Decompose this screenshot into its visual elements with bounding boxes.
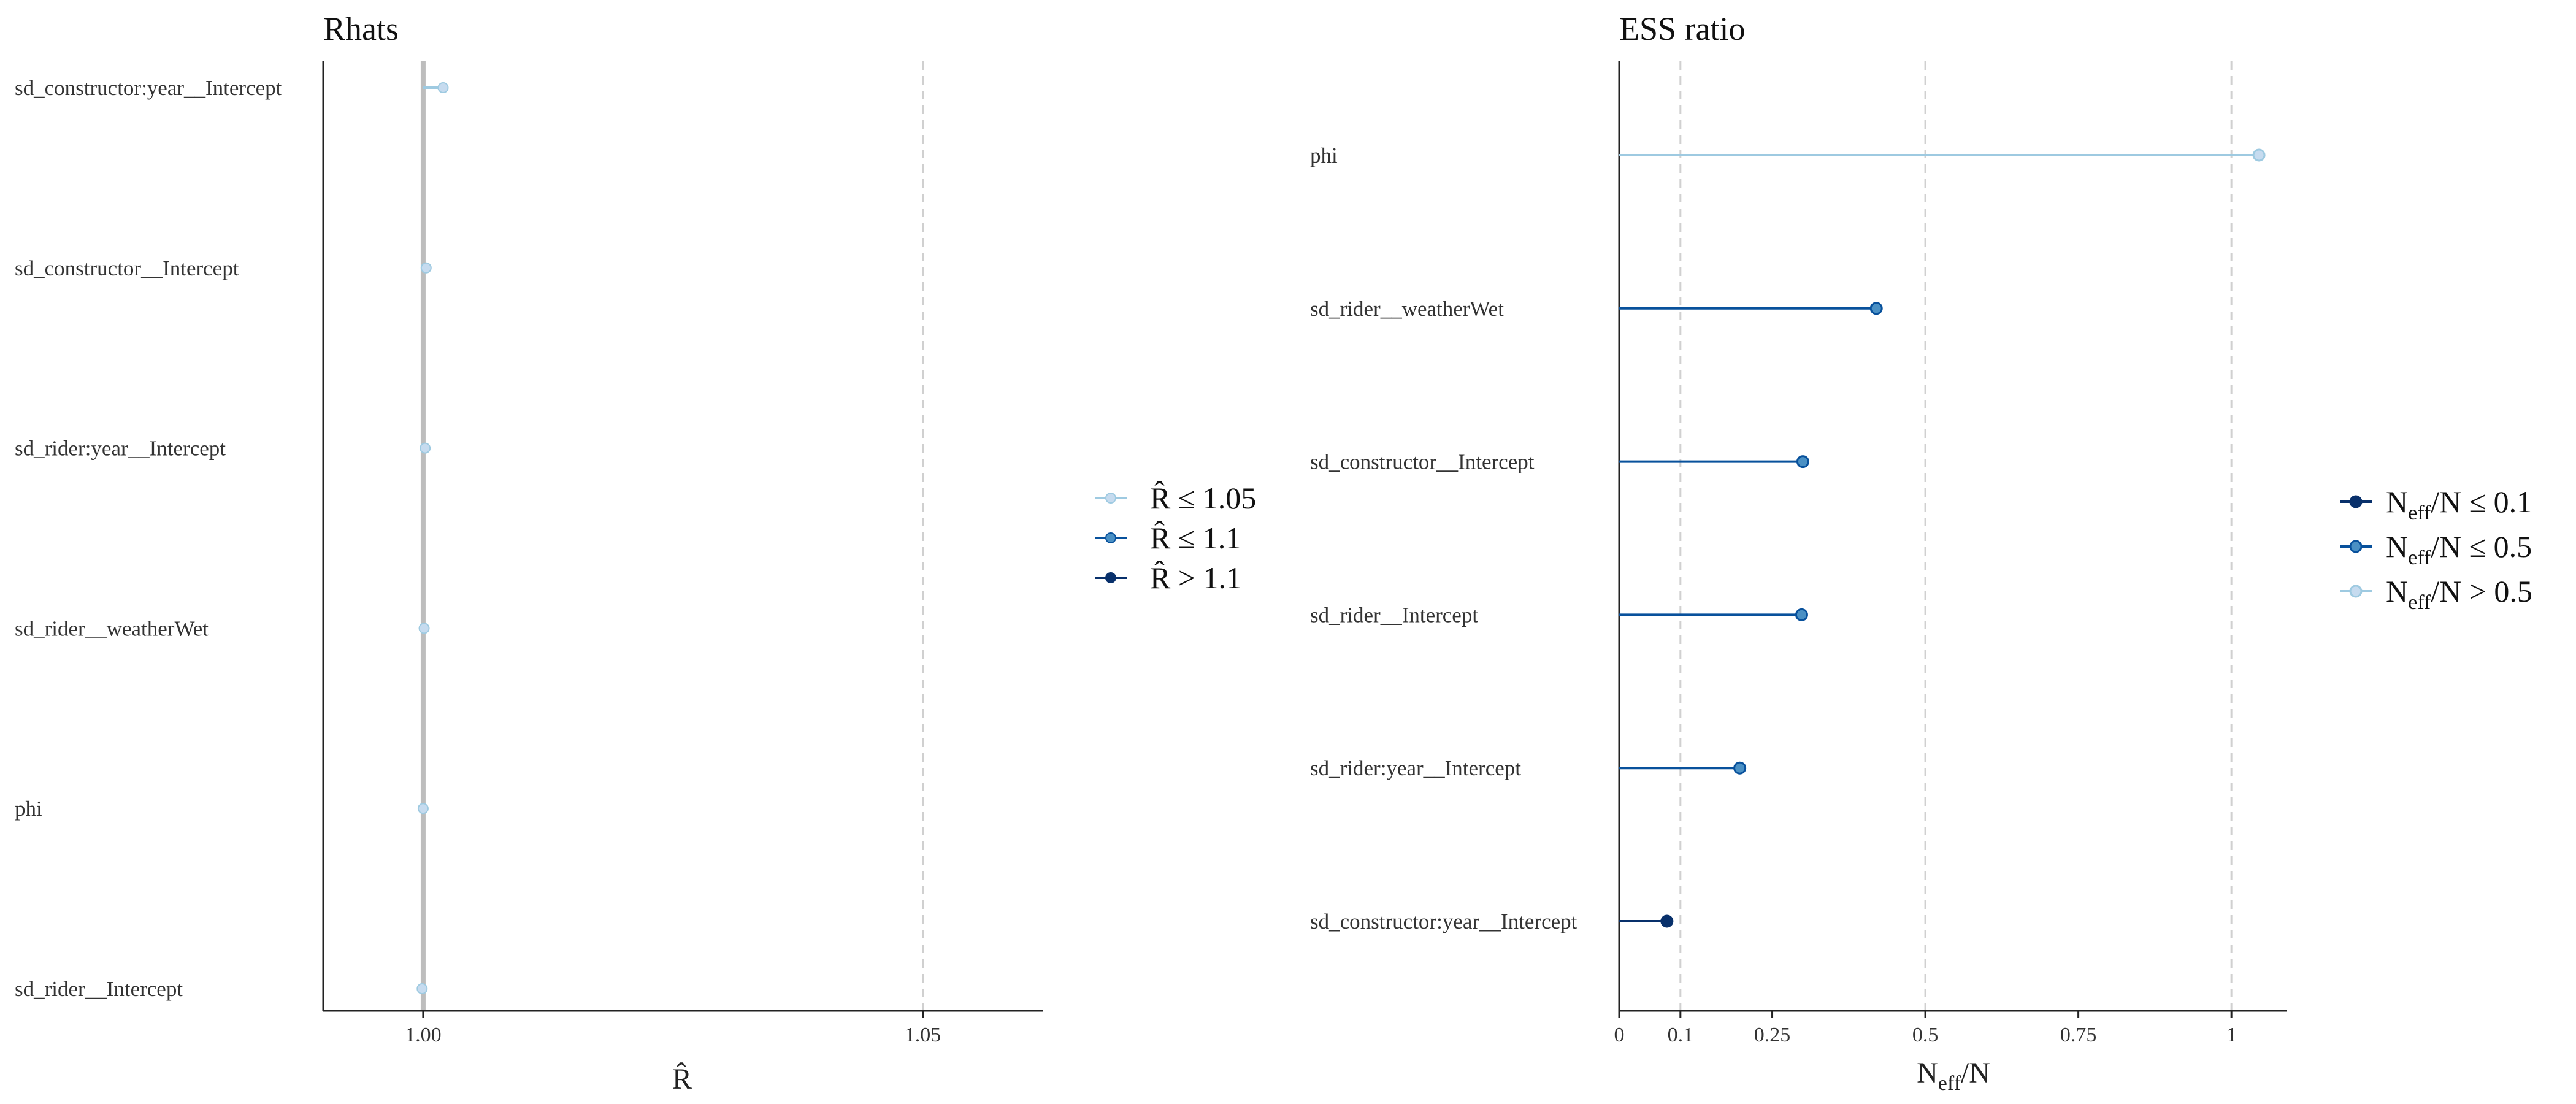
rhats-legend-symbol: R̂ xyxy=(1150,560,1171,595)
ess-legend-label-part: N xyxy=(2386,529,2408,564)
rhats-legend-key-point xyxy=(1105,493,1116,504)
rhats-legend-key-point xyxy=(1105,532,1116,543)
ess-y-label: sd_rider__weatherWet xyxy=(1310,297,1504,321)
ess-legend-label-part: /N ≤ 0.5 xyxy=(2431,529,2532,564)
ess-y-label: sd_constructor__Intercept xyxy=(1310,450,1535,474)
rhats-y-label: phi xyxy=(15,797,42,821)
ess-legend-label-part: eff xyxy=(2408,591,2431,614)
ess-x-tick-label: 0.1 xyxy=(1668,1024,1694,1046)
ess-title: ESS ratio xyxy=(1619,10,1746,47)
rhats-legend-text: ≤ 1.1 xyxy=(1170,521,1241,555)
ess-y-label: phi xyxy=(1310,144,1338,167)
ess-x-axis-title-part: N xyxy=(1917,1057,1938,1089)
rhats-point xyxy=(420,262,432,274)
rhats-legend-label: R̂ > 1.1 xyxy=(1150,560,1241,595)
ess-legend-key-point xyxy=(2349,585,2363,598)
rhats-legend-text: > 1.1 xyxy=(1170,561,1241,595)
rhats-legend-label: R̂ ≤ 1.1 xyxy=(1150,520,1241,555)
ess-legend-label-part: eff xyxy=(2408,546,2431,569)
ess-point xyxy=(2252,148,2266,162)
ess-x-tick-label: 1 xyxy=(2226,1024,2237,1046)
ess-legend-label-part: /N > 0.5 xyxy=(2431,574,2532,608)
ess-legend-label-part: eff xyxy=(2408,502,2431,524)
ess-y-label: sd_rider:year__Intercept xyxy=(1310,756,1521,780)
rhats-y-label: sd_constructor__Intercept xyxy=(15,256,239,280)
rhats-y-label: sd_constructor:year__Intercept xyxy=(15,76,282,100)
ess-point xyxy=(1795,608,1808,621)
rhats-point xyxy=(420,442,431,454)
ess-x-axis-title: Neff/N xyxy=(1917,1057,1990,1095)
ess-legend-label: Neff/N ≤ 0.5 xyxy=(2386,529,2532,569)
ess-legend-label-part: N xyxy=(2386,574,2408,608)
rhats-legend-label: R̂ ≤ 1.05 xyxy=(1150,480,1256,515)
ess-point xyxy=(1869,302,1883,315)
rhats-point xyxy=(416,983,428,994)
rhats-y-label: sd_rider__weatherWet xyxy=(15,616,209,640)
ess-x-tick-label: 0.5 xyxy=(1912,1024,1939,1046)
rhats-legend-symbol: R̂ xyxy=(1150,520,1171,555)
rhats-x-tick-label: 1.05 xyxy=(905,1024,941,1046)
ess-legend-label: Neff/N > 0.5 xyxy=(2386,574,2532,614)
rhats-legend-symbol: R̂ xyxy=(1150,480,1171,515)
ess-x-axis-title-part: /N xyxy=(1961,1057,1990,1089)
rhats-y-label: sd_rider__Intercept xyxy=(15,977,183,1001)
ess-legend-key-point xyxy=(2349,495,2363,508)
ess-x-tick-label: 0 xyxy=(1614,1024,1625,1046)
ess-legend-key-point xyxy=(2349,540,2363,553)
ess-x-axis-title-part: eff xyxy=(1938,1072,1961,1095)
rhats-legend-text: ≤ 1.05 xyxy=(1170,481,1256,515)
ess-x-tick-label: 0.75 xyxy=(2060,1024,2097,1046)
ess-point xyxy=(1796,455,1809,469)
ess-x-tick-label: 0.25 xyxy=(1754,1024,1791,1046)
ess-y-label: sd_constructor:year__Intercept xyxy=(1310,910,1577,933)
ess-legend-label: Neff/N ≤ 0.1 xyxy=(2386,485,2532,524)
rhats-point xyxy=(418,623,430,634)
ess-y-label: sd_rider__Intercept xyxy=(1310,603,1478,627)
ess-point xyxy=(1660,914,1674,928)
rhats-point xyxy=(417,803,429,815)
rhats-x-tick-label: 1.00 xyxy=(405,1024,442,1046)
ess-legend-label-part: /N ≤ 0.1 xyxy=(2431,485,2532,519)
ess-legend-label-part: N xyxy=(2386,485,2408,519)
rhats-title: Rhats xyxy=(323,10,399,47)
rhats-y-label: sd_rider:year__Intercept xyxy=(15,437,226,461)
rhats-legend-key-point xyxy=(1105,572,1116,583)
rhats-x-axis-title: R̂ xyxy=(672,1062,692,1095)
ess-point xyxy=(1733,761,1747,775)
rhats-point xyxy=(437,82,449,93)
